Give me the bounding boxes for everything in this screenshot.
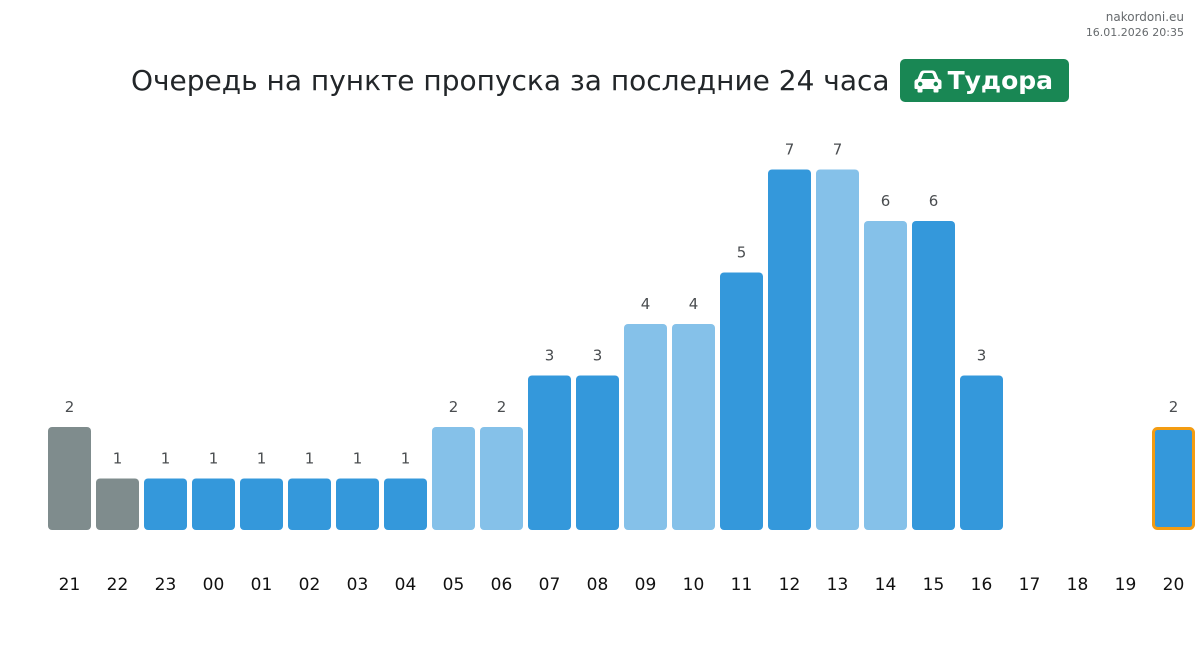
x-tick-label-14: 14: [875, 575, 897, 595]
bar-06[interactable]: [480, 427, 523, 530]
bar-23[interactable]: [144, 478, 187, 531]
value-label-05: 2: [449, 398, 459, 416]
chart-header: Очередь на пункте пропуска за последние …: [0, 59, 1200, 102]
x-tick-label-19: 19: [1115, 575, 1137, 595]
x-tick-label-02: 02: [299, 575, 321, 595]
bar-08[interactable]: [576, 375, 619, 531]
value-label-07: 3: [545, 347, 555, 365]
bar-14[interactable]: [864, 221, 907, 530]
site-name[interactable]: nakordoni.eu: [1105, 10, 1184, 24]
x-tick-label-22: 22: [107, 575, 129, 595]
x-tick-label-20: 20: [1163, 575, 1185, 595]
value-label-10: 4: [689, 295, 699, 313]
bar-07[interactable]: [528, 375, 571, 531]
bar-02[interactable]: [288, 478, 331, 531]
value-label-01: 1: [257, 450, 267, 468]
source-info: nakordoni.eu 16.01.2026 20:35: [1086, 10, 1184, 40]
bar-10[interactable]: [672, 324, 715, 530]
value-label-04: 1: [401, 450, 411, 468]
x-tick-label-08: 08: [587, 575, 609, 595]
bar-01[interactable]: [240, 478, 283, 531]
x-tick-label-23: 23: [155, 575, 177, 595]
car-icon: [914, 67, 942, 95]
bar-13[interactable]: [816, 169, 859, 531]
value-label-16: 3: [977, 347, 987, 365]
value-label-09: 4: [641, 295, 651, 313]
x-tick-label-15: 15: [923, 575, 945, 595]
x-tick-label-00: 00: [203, 575, 225, 595]
x-tick-label-16: 16: [971, 575, 993, 595]
value-label-21: 2: [65, 398, 75, 416]
x-tick-label-13: 13: [827, 575, 849, 595]
bar-11[interactable]: [720, 272, 763, 531]
timestamp: 16.01.2026 20:35: [1085, 26, 1184, 39]
x-tick-label-10: 10: [683, 575, 705, 595]
chart-title: Очередь на пункте пропуска за последние …: [130, 64, 890, 97]
bar-03[interactable]: [336, 478, 379, 531]
value-label-03: 1: [353, 450, 363, 468]
bar-22[interactable]: [96, 478, 139, 531]
value-label-06: 2: [497, 398, 507, 416]
value-label-20: 2: [1169, 398, 1179, 416]
bar-12[interactable]: [768, 169, 811, 531]
bar-21[interactable]: [48, 427, 91, 530]
value-label-23: 1: [161, 450, 171, 468]
x-tick-label-01: 01: [251, 575, 273, 595]
bar-09[interactable]: [624, 324, 667, 530]
x-tick-label-03: 03: [347, 575, 369, 595]
x-tick-label-06: 06: [491, 575, 513, 595]
checkpoint-badge: Тудора: [899, 59, 1070, 102]
bar-00[interactable]: [192, 478, 235, 531]
bar-16[interactable]: [960, 375, 1003, 531]
x-tick-label-04: 04: [395, 575, 417, 595]
x-tick-label-21: 21: [59, 575, 81, 595]
x-tick-label-12: 12: [779, 575, 801, 595]
value-label-15: 6: [929, 192, 939, 210]
checkpoint-name: Тудора: [947, 66, 1054, 95]
value-label-13: 7: [833, 141, 843, 159]
x-tick-label-07: 07: [539, 575, 561, 595]
x-tick-label-09: 09: [635, 575, 657, 595]
x-tick-label-18: 18: [1067, 575, 1089, 595]
value-label-02: 1: [305, 450, 315, 468]
bar-15[interactable]: [912, 221, 955, 530]
x-tick-label-05: 05: [443, 575, 465, 595]
value-label-14: 6: [881, 192, 891, 210]
x-tick-label-17: 17: [1019, 575, 1041, 595]
x-tick-label-11: 11: [731, 575, 753, 595]
value-label-08: 3: [593, 347, 603, 365]
value-label-12: 7: [785, 141, 795, 159]
value-label-11: 5: [737, 244, 747, 262]
bar-20[interactable]: [1152, 427, 1195, 530]
value-label-00: 1: [209, 450, 219, 468]
bar-04[interactable]: [384, 478, 427, 531]
bar-05[interactable]: [432, 427, 475, 530]
value-label-22: 1: [113, 450, 123, 468]
